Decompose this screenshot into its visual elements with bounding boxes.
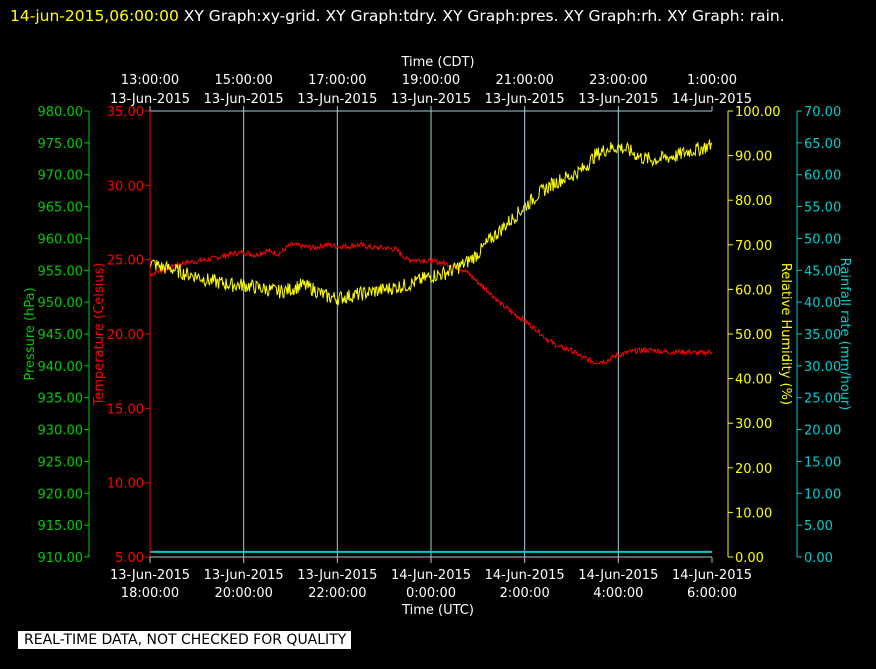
- rain-tick-label: 70.00: [804, 105, 841, 120]
- top-tick-time: 15:00:00: [214, 73, 272, 88]
- bottom-tick-date: 14-Jun-2015: [578, 568, 658, 583]
- data-series: [149, 139, 713, 553]
- rain-tick-label: 55.00: [804, 201, 841, 216]
- header-graph-list: XY Graph:xy-grid. XY Graph:tdry. XY Grap…: [183, 7, 785, 25]
- top-tick-time: 23:00:00: [589, 73, 647, 88]
- pressure-tick-label: 965.00: [38, 201, 84, 216]
- pressure-axis-title: Pressure (hPa): [23, 287, 38, 380]
- pressure-tick-label: 960.00: [38, 232, 84, 247]
- humidity-axis-title: Relative Humidity (%): [778, 263, 793, 405]
- rain-tick-label: 65.00: [804, 137, 841, 152]
- bottom-tick-time: 18:00:00: [121, 586, 179, 601]
- temperature-tick-label: 30.00: [107, 179, 144, 194]
- pressure-tick-label: 925.00: [38, 455, 84, 470]
- graph-header: 14-jun-2015,06:00:00 XY Graph:xy-grid. X…: [10, 2, 866, 31]
- bottom-tick-date: 13-Jun-2015: [110, 568, 190, 583]
- humidity-tick-label: 60.00: [735, 283, 772, 298]
- rain-tick-label: 5.00: [804, 519, 833, 534]
- bottom-tick-time: 6:00:00: [687, 586, 737, 601]
- pressure-tick-label: 955.00: [38, 264, 84, 279]
- temperature-tick-label: 35.00: [107, 105, 144, 120]
- humidity-tick-label: 50.00: [735, 328, 772, 343]
- top-tick-date: 13-Jun-2015: [578, 92, 658, 107]
- bottom-axis-title: Time (UTC): [401, 603, 474, 618]
- pressure-tick-label: 950.00: [38, 296, 84, 311]
- top-tick-time: 21:00:00: [495, 73, 553, 88]
- rain-tick-label: 0.00: [804, 551, 833, 566]
- bottom-tick-time: 22:00:00: [308, 586, 366, 601]
- top-tick-date: 13-Jun-2015: [485, 92, 565, 107]
- temperature-tick-label: 15.00: [107, 402, 144, 417]
- bottom-tick-date: 13-Jun-2015: [204, 568, 284, 583]
- rain-tick-label: 40.00: [804, 296, 841, 311]
- humidity-tick-label: 10.00: [735, 506, 772, 521]
- rain-tick-label: 60.00: [804, 169, 841, 184]
- bottom-tick-time: 2:00:00: [500, 586, 550, 601]
- humidity-tick-label: 20.00: [735, 462, 772, 477]
- top-tick-date: 14-Jun-2015: [672, 92, 752, 107]
- pressure-tick-label: 920.00: [38, 487, 84, 502]
- top-tick-date: 13-Jun-2015: [297, 92, 377, 107]
- temperature-tick-label: 5.00: [115, 551, 144, 566]
- humidity-tick-label: 0.00: [735, 551, 764, 566]
- rain-tick-label: 35.00: [804, 328, 841, 343]
- pressure-tick-label: 910.00: [38, 551, 84, 566]
- humidity-tick-label: 40.00: [735, 373, 772, 388]
- top-tick-time: 13:00:00: [121, 73, 179, 88]
- time-grid-lines: [243, 111, 619, 557]
- temperature-tick-label: 25.00: [107, 254, 144, 269]
- humidity-tick-label: 70.00: [735, 239, 772, 254]
- top-axis-title: Time (CDT): [400, 55, 474, 70]
- pressure-tick-label: 945.00: [38, 328, 84, 343]
- pressure-tick-label: 930.00: [38, 424, 84, 439]
- humidity-tick-label: 100.00: [735, 105, 781, 120]
- rain-tick-label: 50.00: [804, 232, 841, 247]
- pressure-tick-label: 970.00: [38, 169, 84, 184]
- bottom-tick-time: 4:00:00: [593, 586, 643, 601]
- temperature-tick-label: 20.00: [107, 328, 144, 343]
- humidity-line: [149, 139, 713, 306]
- top-tick-time: 1:00:00: [687, 73, 737, 88]
- bottom-tick-date: 14-Jun-2015: [672, 568, 752, 583]
- top-tick-date: 13-Jun-2015: [110, 92, 190, 107]
- bottom-tick-date: 14-Jun-2015: [391, 568, 471, 583]
- bottom-tick-date: 13-Jun-2015: [297, 568, 377, 583]
- rain-axis-title: Rainfall rate (mm/hour): [837, 258, 852, 411]
- axes: 910.00 915.00 920.00 925.00 930.00 935.00 940.…: [23, 55, 852, 618]
- humidity-tick-label: 80.00: [735, 194, 772, 209]
- pressure-tick-label: 940.00: [38, 360, 84, 375]
- rain-tick-label: 20.00: [804, 424, 841, 439]
- pressure-tick-label: 915.00: [38, 519, 84, 534]
- temperature-line: [149, 241, 713, 365]
- rain-tick-label: 45.00: [804, 264, 841, 279]
- rain-tick-label: 25.00: [804, 392, 841, 407]
- pressure-tick-label: 935.00: [38, 392, 84, 407]
- bottom-tick-date: 14-Jun-2015: [485, 568, 565, 583]
- top-tick-time: 17:00:00: [308, 73, 366, 88]
- temperature-axis-title: Temperature (Celsius): [92, 263, 107, 407]
- bottom-tick-time: 20:00:00: [214, 586, 272, 601]
- rain-tick-label: 10.00: [804, 487, 841, 502]
- humidity-tick-label: 90.00: [735, 150, 772, 165]
- pressure-tick-label: 980.00: [38, 105, 84, 120]
- quality-notice: REAL-TIME DATA, NOT CHECKED FOR QUALITY: [18, 631, 352, 649]
- rain-tick-label: 15.00: [804, 455, 841, 470]
- top-tick-date: 13-Jun-2015: [204, 92, 284, 107]
- rain-tick-label: 30.00: [804, 360, 841, 375]
- top-tick-time: 19:00:00: [402, 73, 460, 88]
- bottom-tick-time: 0:00:00: [406, 586, 456, 601]
- humidity-tick-label: 30.00: [735, 417, 772, 432]
- top-tick-date: 13-Jun-2015: [391, 92, 471, 107]
- temperature-tick-label: 10.00: [107, 477, 144, 492]
- pressure-tick-label: 975.00: [38, 137, 84, 152]
- header-timestamp: 14-jun-2015,06:00:00: [10, 7, 179, 25]
